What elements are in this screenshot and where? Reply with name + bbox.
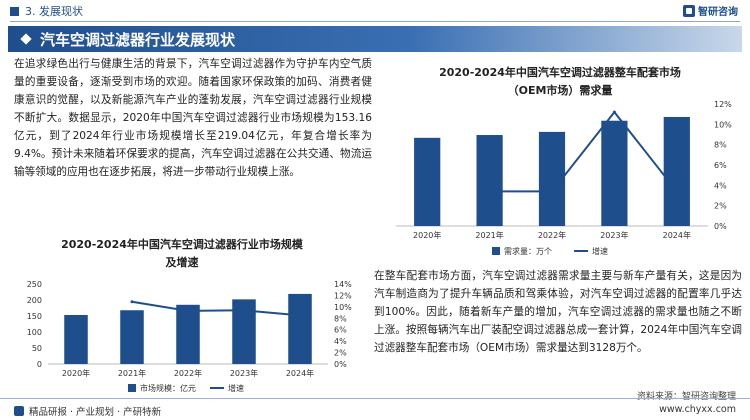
x-tick-label: 2020年 xyxy=(413,230,441,240)
x-tick-label: 2022年 xyxy=(174,368,202,378)
x-tick-label: 2024年 xyxy=(663,230,691,240)
diamond-icon xyxy=(20,33,32,45)
oem-chart-title-line1: 2020-2024年中国汽车空调过滤器整车配套市场 xyxy=(439,66,681,79)
growth-point xyxy=(488,189,492,193)
y-right-tick-label: 12% xyxy=(714,100,732,109)
y-left-tick-label: 150 xyxy=(27,312,42,321)
oem-demand-chart: 0% 2% 4% 6% 8% 10% 12% 2020年 2021年 2022年 2023年 2024… xyxy=(396,100,732,256)
legend-bar-label: 需求量：万个 xyxy=(504,246,552,256)
bar xyxy=(176,304,200,364)
market-chart-title-line2: 及增速 xyxy=(165,256,199,269)
bar xyxy=(120,310,144,364)
y-right-tick-label: 0% xyxy=(334,360,347,369)
oem-chart-title-line2: （OEM市场）需求量 xyxy=(507,84,613,97)
legend-line-label: 增速 xyxy=(592,246,608,256)
header-divider xyxy=(10,21,740,22)
footer-left: 精品研报 · 产业规划 · 产研特新 xyxy=(14,404,161,418)
x-tick-label: 2022年 xyxy=(538,230,566,240)
section-label-text: 3. 发展现状 xyxy=(25,5,83,18)
y-left-tick-label: 100 xyxy=(27,328,42,337)
logo-mark-icon xyxy=(683,4,695,17)
growth-point xyxy=(550,189,554,193)
source-note: 资料来源：智研咨询整理 xyxy=(636,392,736,402)
y-right-tick-label: 12% xyxy=(334,291,352,300)
y-right-tick-label: 4% xyxy=(334,337,347,346)
intro-paragraph: 在追求绿色出行与健康生活的背景下，汽车空调过滤器作为守护车内空气质量的重要设备，… xyxy=(14,58,372,178)
growth-point xyxy=(130,300,134,304)
x-tick-label: 2021年 xyxy=(475,230,503,240)
bar xyxy=(476,135,503,226)
title-banner: 汽车空调过滤器行业发展现状 xyxy=(8,26,742,52)
section-label: 3. 发展现状 xyxy=(10,3,83,19)
legend-bar-swatch xyxy=(128,384,136,392)
y-right-tick-label: 0% xyxy=(714,222,727,231)
growth-point xyxy=(186,309,190,313)
bar xyxy=(663,116,690,226)
y-left-tick-label: 0 xyxy=(37,360,42,369)
oem-chart-title: 2020-2024年中国汽车空调过滤器整车配套市场 （OEM市场）需求量 xyxy=(378,64,742,100)
market-chart-title-line1: 2020-2024年中国汽车空调过滤器行业市场规模 xyxy=(61,238,303,251)
legend-bar-label: 市场规模：亿元 xyxy=(140,383,196,393)
x-tick-label: 2024年 xyxy=(286,368,314,378)
y-right-tick-label: 6% xyxy=(714,161,727,170)
growth-point xyxy=(612,110,616,114)
growth-line xyxy=(489,110,678,193)
growth-point xyxy=(242,308,246,312)
footer-url[interactable]: www.chyxx.com xyxy=(659,404,736,415)
brand-logo: 智研咨询 xyxy=(683,3,738,18)
legend-line-label: 增速 xyxy=(228,383,244,393)
market-size-chart: 0 50 100 150 200 250 0% 2% 4% 6% 8% 10% 12% 14% 2020年 2… xyxy=(27,280,352,393)
y-right-tick-label: 8% xyxy=(334,314,347,323)
x-tick-label: 2021年 xyxy=(118,368,146,378)
legend-bar-swatch xyxy=(492,247,500,255)
y-right-tick-label: 14% xyxy=(334,280,352,289)
x-tick-label: 2023年 xyxy=(230,368,258,378)
y-right-tick-label: 10% xyxy=(714,120,732,129)
y-right-tick-label: 2% xyxy=(714,202,727,211)
page-footer: 精品研报 · 产业规划 · 产研特新 www.chyxx.com xyxy=(0,398,750,420)
x-tick-label: 2023年 xyxy=(600,230,628,240)
oem-paragraph: 在整车配套市场方面，汽车空调过滤器需求量主要与新车产量有关，这是因为汽车制造商为… xyxy=(374,270,742,354)
y-left-tick-label: 50 xyxy=(32,344,42,353)
bar xyxy=(601,120,628,226)
logo-text: 智研咨询 xyxy=(698,7,738,18)
section-square-icon xyxy=(10,6,19,16)
y-right-tick-label: 10% xyxy=(334,303,352,312)
y-right-tick-label: 8% xyxy=(714,141,727,150)
market-chart-title: 2020-2024年中国汽车空调过滤器行业市场规模 及增速 xyxy=(14,236,350,272)
growth-line xyxy=(131,300,301,317)
y-right-tick-label: 4% xyxy=(714,181,727,190)
x-tick-label: 2020年 xyxy=(62,368,90,378)
growth-point xyxy=(675,189,679,193)
growth-point xyxy=(298,313,302,317)
y-left-tick-label: 200 xyxy=(27,296,42,305)
bar xyxy=(288,293,312,364)
bar xyxy=(64,314,88,364)
bar xyxy=(232,299,256,364)
footer-logo-icon xyxy=(14,406,24,416)
page-title: 汽车空调过滤器行业发展现状 xyxy=(40,30,236,49)
bar xyxy=(414,137,441,226)
top-header: 3. 发展现状 智研咨询 xyxy=(0,0,750,24)
y-right-tick-label: 2% xyxy=(334,349,347,358)
footer-slogan: 精品研报 · 产业规划 · 产研特新 xyxy=(29,407,162,418)
y-right-tick-label: 6% xyxy=(334,326,347,335)
y-left-tick-label: 250 xyxy=(27,280,42,289)
